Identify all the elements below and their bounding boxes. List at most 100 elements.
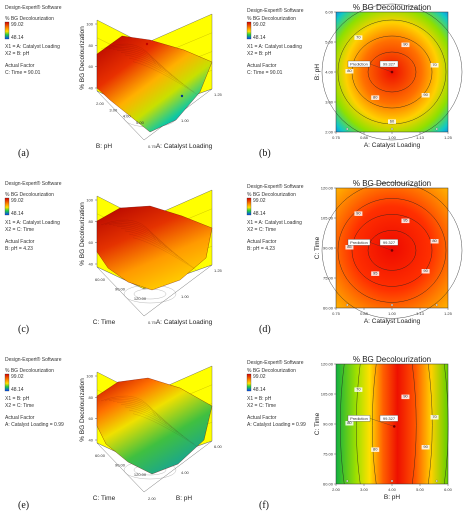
y-tick-label: 3.00	[325, 100, 334, 105]
surface-mesh-line	[124, 406, 189, 441]
y-tick-label: 105.00	[321, 392, 334, 397]
contour-label: 95	[373, 270, 378, 275]
z-axis-label: % BG Decolourization	[79, 378, 86, 442]
panel-label: (f)	[259, 500, 269, 511]
y-tick-label: 3.00	[109, 107, 118, 112]
y-tick-label: 120.00	[134, 296, 147, 301]
prediction-value-box	[379, 239, 399, 246]
legend-high: 99.02	[253, 198, 266, 204]
x-tick-label: 0.75	[332, 135, 341, 140]
y-axis-label: C: Time	[314, 412, 321, 435]
contour-title: % BG Decolourization	[353, 355, 431, 364]
response-surface	[96, 205, 213, 291]
z-tick-label: 80	[89, 43, 94, 48]
contour-label-box	[354, 35, 363, 40]
actual-factor-heading: Actual Factor	[247, 415, 277, 421]
contour-label-box	[388, 119, 396, 124]
contour-label-box	[345, 69, 354, 74]
prediction-label: Prediction	[350, 240, 368, 245]
contour-label: 80	[373, 94, 378, 99]
y-tick-label: 2.00	[96, 101, 105, 106]
prediction-point	[390, 70, 394, 74]
surface-mesh-line	[120, 52, 184, 85]
x-tick-label: 2.00	[332, 487, 341, 492]
contour-label: 80	[347, 420, 352, 425]
contour-label: 80	[432, 238, 437, 243]
y-tick-label: 60.00	[323, 482, 334, 487]
surface-panel-2: Design-Expert® Software % BG Decolourizat…	[4, 356, 223, 511]
prediction-label: Prediction	[350, 416, 368, 421]
response-label: % BG Decolourization	[247, 368, 296, 374]
surface-mesh-line	[116, 50, 178, 81]
surface-mesh-line	[100, 395, 156, 417]
factor-x2: X2 = B: pH	[247, 51, 272, 57]
factor-x2: X2 = C: Time	[5, 227, 34, 233]
contour-label-box	[354, 211, 363, 216]
software-label: Design-Expert® Software	[247, 359, 304, 366]
y-tick-label: 60.00	[323, 306, 334, 311]
contour-title: % BG Decolourization	[353, 179, 431, 188]
surface-mesh-line	[116, 226, 178, 257]
x-tick-label: 0.88	[360, 135, 369, 140]
surface-mesh-line	[128, 409, 195, 445]
contour-panel-0: Design-Expert® Software % BG Decolourizat…	[246, 3, 463, 159]
x-tick-label: 1.25	[214, 92, 223, 97]
prediction-label: Prediction	[350, 62, 368, 67]
legend-color-bar	[4, 373, 10, 392]
contour-label-box	[430, 415, 439, 420]
contour-label-box	[345, 421, 354, 426]
legend-low: 48.14	[11, 35, 24, 41]
contour-label-box	[401, 42, 410, 48]
contour-line	[356, 363, 361, 485]
factor-x2: X2 = C: Time	[247, 403, 276, 409]
y-tick-label: 90.00	[323, 246, 334, 251]
actual-factor-value: A: Catalyst Loading = 0.99	[5, 422, 64, 428]
surface-mesh-line	[104, 221, 162, 245]
contour-line	[337, 19, 447, 125]
prediction-value-box	[379, 415, 399, 422]
contour-label: 85	[347, 244, 352, 249]
x-axis-label: A: Catalyst Loading	[364, 318, 421, 325]
y-axis-label: C: Time	[314, 236, 321, 259]
design-point	[390, 479, 394, 483]
contour-label-box	[421, 269, 430, 274]
design-point	[145, 42, 149, 46]
contour-panel-1: Design-Expert® Software % BG Decolourizat…	[246, 179, 463, 335]
surface-mesh-line	[128, 233, 195, 269]
prediction-leader	[369, 63, 393, 73]
z-tick-label: 60	[89, 64, 94, 69]
response-label: % BG Decolourization	[5, 368, 54, 374]
response-label: % BG Decolourization	[247, 16, 296, 22]
panel-label: (d)	[259, 324, 271, 335]
x-tick-label: 1.00	[388, 311, 397, 316]
contour-line	[412, 363, 417, 485]
factor-x1: X1 = B: pH	[5, 396, 30, 402]
contour-label: 90	[403, 394, 408, 399]
software-label: Design-Expert® Software	[5, 180, 62, 187]
response-label: % BG Decolourization	[5, 16, 54, 22]
y-tick-label: 120.00	[321, 186, 334, 191]
x-tick-label: 1.13	[416, 311, 425, 316]
contour-label-box	[354, 387, 363, 392]
x-tick-label: 0.75	[332, 311, 341, 316]
contour-label-box	[345, 245, 354, 250]
prediction-point	[390, 249, 394, 252]
surface-mesh-line	[108, 47, 167, 73]
actual-factor-heading: Actual Factor	[247, 63, 277, 69]
factor-x1: X1 = A: Catalyst Loading	[247, 44, 302, 50]
x-tick-label: 1.00	[388, 135, 397, 140]
actual-factor-heading: Actual Factor	[5, 63, 35, 69]
contour-label: 90	[423, 92, 428, 97]
surface-mesh-line	[132, 413, 200, 449]
contour-label: 90	[356, 210, 361, 215]
surface-mesh-line	[104, 45, 162, 69]
surface-mesh-line	[132, 61, 200, 97]
x-axis-label: A: Catalyst Loading	[364, 142, 421, 149]
panel-label: (a)	[18, 148, 29, 159]
contour-label: 70	[356, 386, 361, 391]
x-tick-label: 0.75	[148, 320, 157, 325]
x-tick-label: 4.00	[388, 487, 397, 492]
design-point	[435, 479, 438, 483]
contour-label-box	[430, 239, 439, 244]
